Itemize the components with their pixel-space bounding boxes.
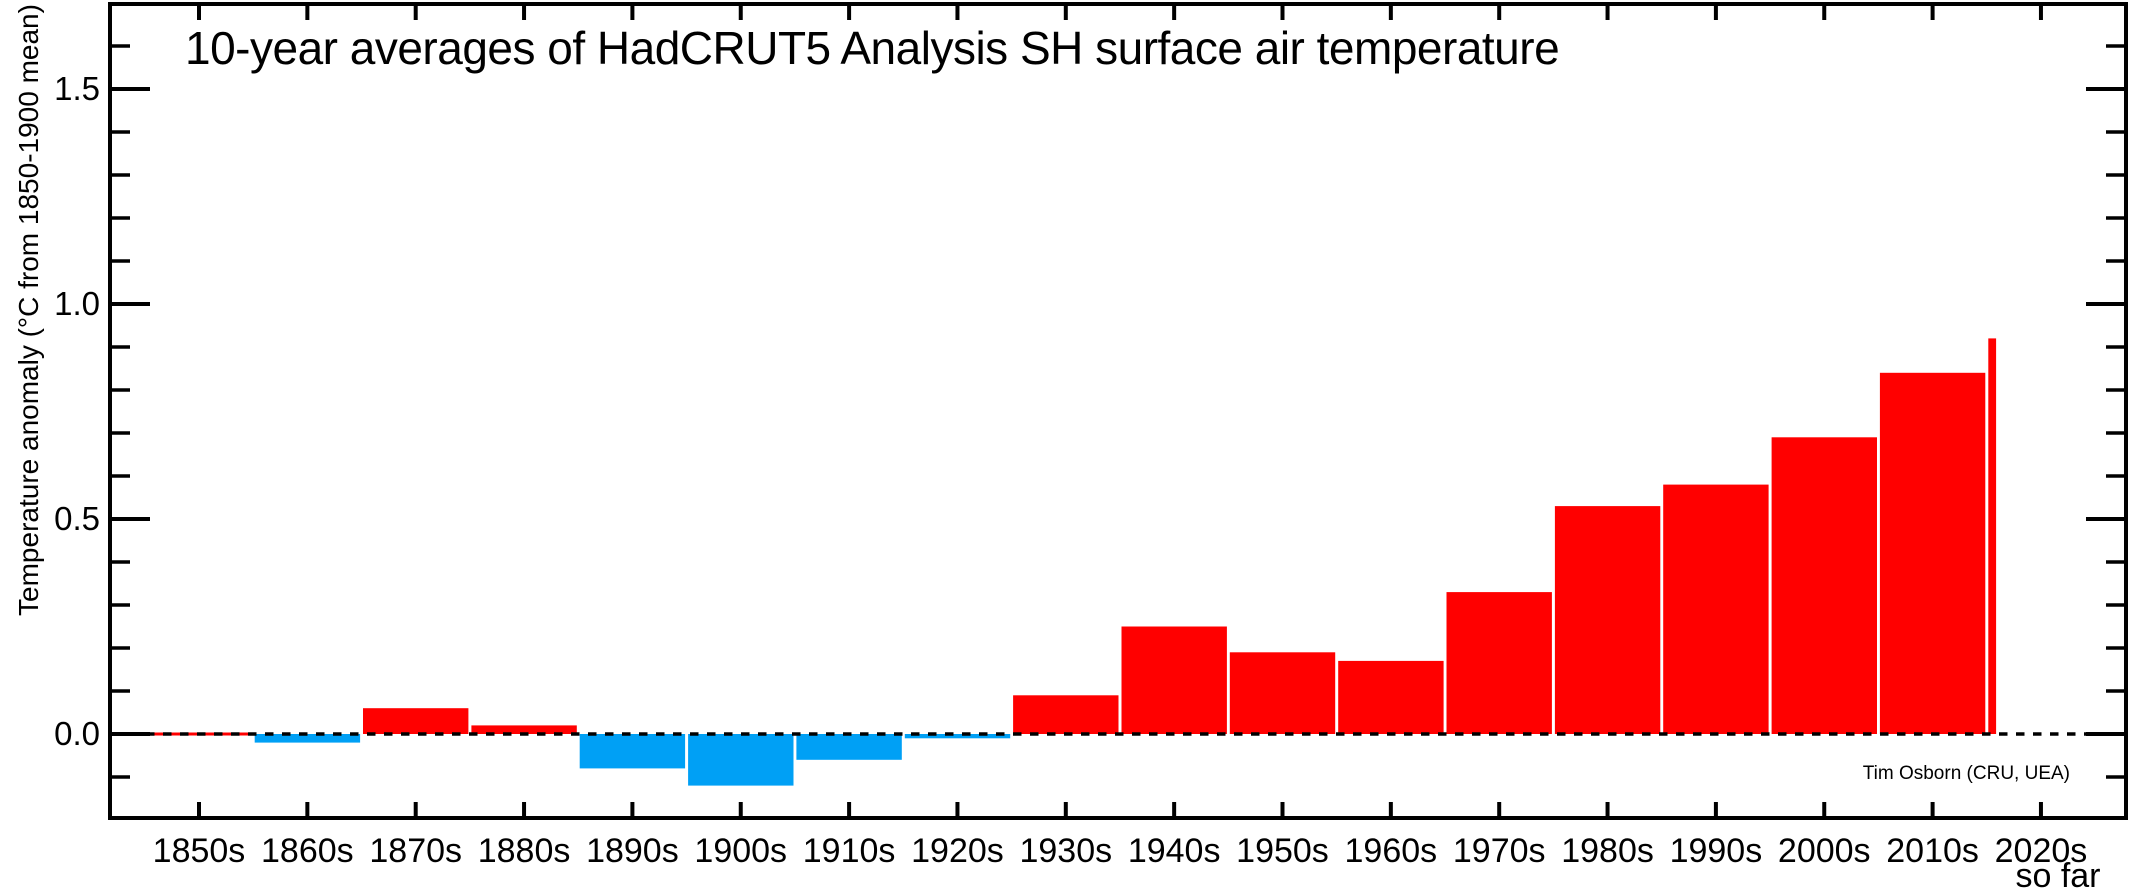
plot-frame: [108, 2, 2128, 820]
y-tick-label-0.0: 0.0: [54, 715, 100, 752]
bar-1870s: [363, 708, 469, 734]
bar-2000s: [1771, 437, 1877, 734]
bar-1930s: [1013, 695, 1119, 734]
axis-tick-labels-group: 1850s 1860s 1870s 1880s 1890s 1900s 1910s 1920s…: [54, 70, 2087, 870]
bar-1980s: [1554, 506, 1661, 734]
bar-1910s: [796, 734, 902, 760]
bar-1960s: [1338, 660, 1444, 734]
axis-ticks-group: [111, 6, 2125, 816]
x-tick-label-1930s: 1930s: [1019, 832, 1112, 870]
x-tick-label-1890s: 1890s: [586, 832, 679, 870]
x-tick-label-1920s: 1920s: [911, 832, 1004, 870]
bar-1880s: [471, 725, 577, 734]
bar-1900s: [688, 734, 794, 786]
x-tick-label-2000s: 2000s: [1778, 832, 1871, 870]
x-tick-label-1950s: 1950s: [1236, 832, 1329, 870]
x-tick-label-1980s: 1980s: [1561, 832, 1654, 870]
bar-1920s: [904, 734, 1011, 739]
y-tick-label-1.0: 1.0: [54, 285, 100, 322]
x-tick-label-1990s: 1990s: [1670, 832, 1763, 870]
x-tick-sublabel-so-far: so far: [2015, 857, 2100, 893]
bar-2020s: [1988, 338, 1997, 734]
y-tick-label-1.5: 1.5: [54, 70, 100, 107]
bar-1950s: [1229, 652, 1336, 734]
y-axis-label: Temperature anomaly (°C from 1850-1900 m…: [13, 4, 44, 616]
x-tick-label-1970s: 1970s: [1453, 832, 1546, 870]
x-tick-label-1960s: 1960s: [1345, 832, 1438, 870]
bar-1940s: [1121, 626, 1227, 734]
x-tick-label-1860s: 1860s: [261, 832, 354, 870]
x-tick-label-1850s: 1850s: [153, 832, 246, 870]
y-tick-label-0.5: 0.5: [54, 500, 100, 537]
x-tick-label-2020s: 2020s: [1995, 832, 2088, 870]
bar-2010s: [1879, 372, 1986, 734]
bar-1890s: [579, 734, 686, 769]
x-tick-label-1870s: 1870s: [369, 832, 462, 870]
bar-1990s: [1663, 484, 1769, 734]
x-tick-label-1880s: 1880s: [478, 832, 571, 870]
x-tick-label-2010s: 2010s: [1886, 832, 1979, 870]
plot-frame-group: [108, 2, 2128, 820]
bar-1970s: [1446, 592, 1552, 734]
bar-1860s: [254, 734, 361, 743]
x-tick-label-1910s: 1910s: [803, 832, 896, 870]
bars-group: [146, 338, 1997, 786]
x-tick-label-1940s: 1940s: [1128, 832, 1221, 870]
attribution-text: Tim Osborn (CRU, UEA): [1863, 763, 2070, 784]
chart-title: 10-year averages of HadCRUT5 Analysis SH…: [185, 22, 1559, 74]
x-tick-label-1900s: 1900s: [694, 832, 787, 870]
